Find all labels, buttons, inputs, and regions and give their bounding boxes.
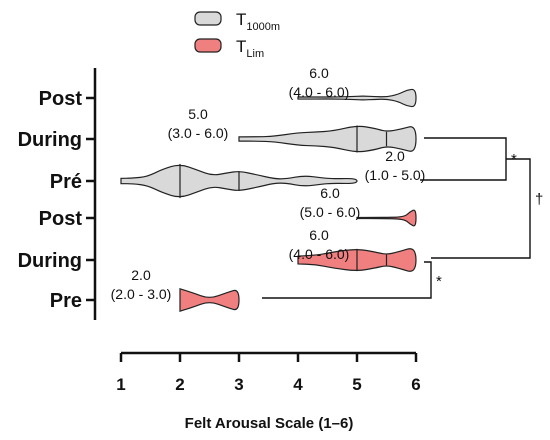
- value-annotations: 6.0 (4.0 - 6.0) 5.0 (3.0 - 6.0) 2.0 (1.0 - 5.…: [111, 65, 426, 302]
- violin-tlim-3: [356, 209, 417, 227]
- x-tick-label-6: 6: [411, 375, 420, 394]
- x-tick-label-2: 2: [175, 375, 184, 394]
- annotation-4-median: 6.0: [309, 227, 329, 243]
- sig-symbol-between: †: [535, 191, 543, 208]
- annotation-3-median: 6.0: [320, 185, 340, 201]
- violins: [120, 88, 417, 312]
- violin-t1000m-1: [238, 125, 417, 153]
- y-category-label-0: Post: [39, 88, 83, 110]
- violin-tlim-5: [179, 288, 240, 312]
- x-tick-label-1: 1: [116, 375, 125, 394]
- y-axis-ticks: Post During Pré Post During Pre: [18, 88, 95, 312]
- violin-t1000m-0: [297, 88, 417, 108]
- y-category-label-1: During: [18, 129, 82, 151]
- bracket-tlim-during-pre: [262, 261, 432, 299]
- annotation-0-range: (4.0 - 6.0): [289, 84, 350, 100]
- annotation-2-range: (1.0 - 5.0): [365, 167, 426, 183]
- legend-swatch-tlim: [194, 38, 222, 53]
- legend-label-tlim: TLim: [236, 37, 264, 60]
- annotation-3-range: (5.0 - 6.0): [300, 204, 361, 220]
- y-category-label-5: Pre: [50, 290, 82, 312]
- annotation-5-range: (2.0 - 3.0): [111, 286, 172, 302]
- x-tick-label-5: 5: [352, 375, 361, 394]
- sig-symbol-tlim: *: [436, 273, 442, 290]
- y-category-label-2: Pré: [50, 171, 82, 193]
- y-category-label-3: Post: [39, 208, 83, 230]
- annotation-0-median: 6.0: [309, 65, 329, 81]
- annotation-1-median: 5.0: [188, 106, 208, 122]
- legend: T1000m TLim: [194, 10, 280, 60]
- annotation-2-median: 2.0: [385, 148, 405, 164]
- significance-brackets: * * †: [262, 137, 543, 299]
- legend-swatch-t1000m: [194, 11, 222, 26]
- y-category-label-4: During: [18, 250, 82, 272]
- bracket-t1000m-vs-tlim: [431, 158, 531, 259]
- x-axis-label: Felt Arousal Scale (1–6): [185, 415, 354, 432]
- annotation-4-range: (4.0 - 6.0): [289, 246, 350, 262]
- legend-label-t1000m: T1000m: [236, 10, 280, 33]
- x-tick-label-3: 3: [234, 375, 243, 394]
- x-tick-label-4: 4: [293, 375, 303, 394]
- x-axis-ticks: 1 2 3 4 5 6: [116, 353, 421, 394]
- annotation-5-median: 2.0: [131, 267, 151, 283]
- bracket-t1000m-during-pre: [420, 137, 507, 181]
- annotation-1-range: (3.0 - 6.0): [168, 125, 229, 141]
